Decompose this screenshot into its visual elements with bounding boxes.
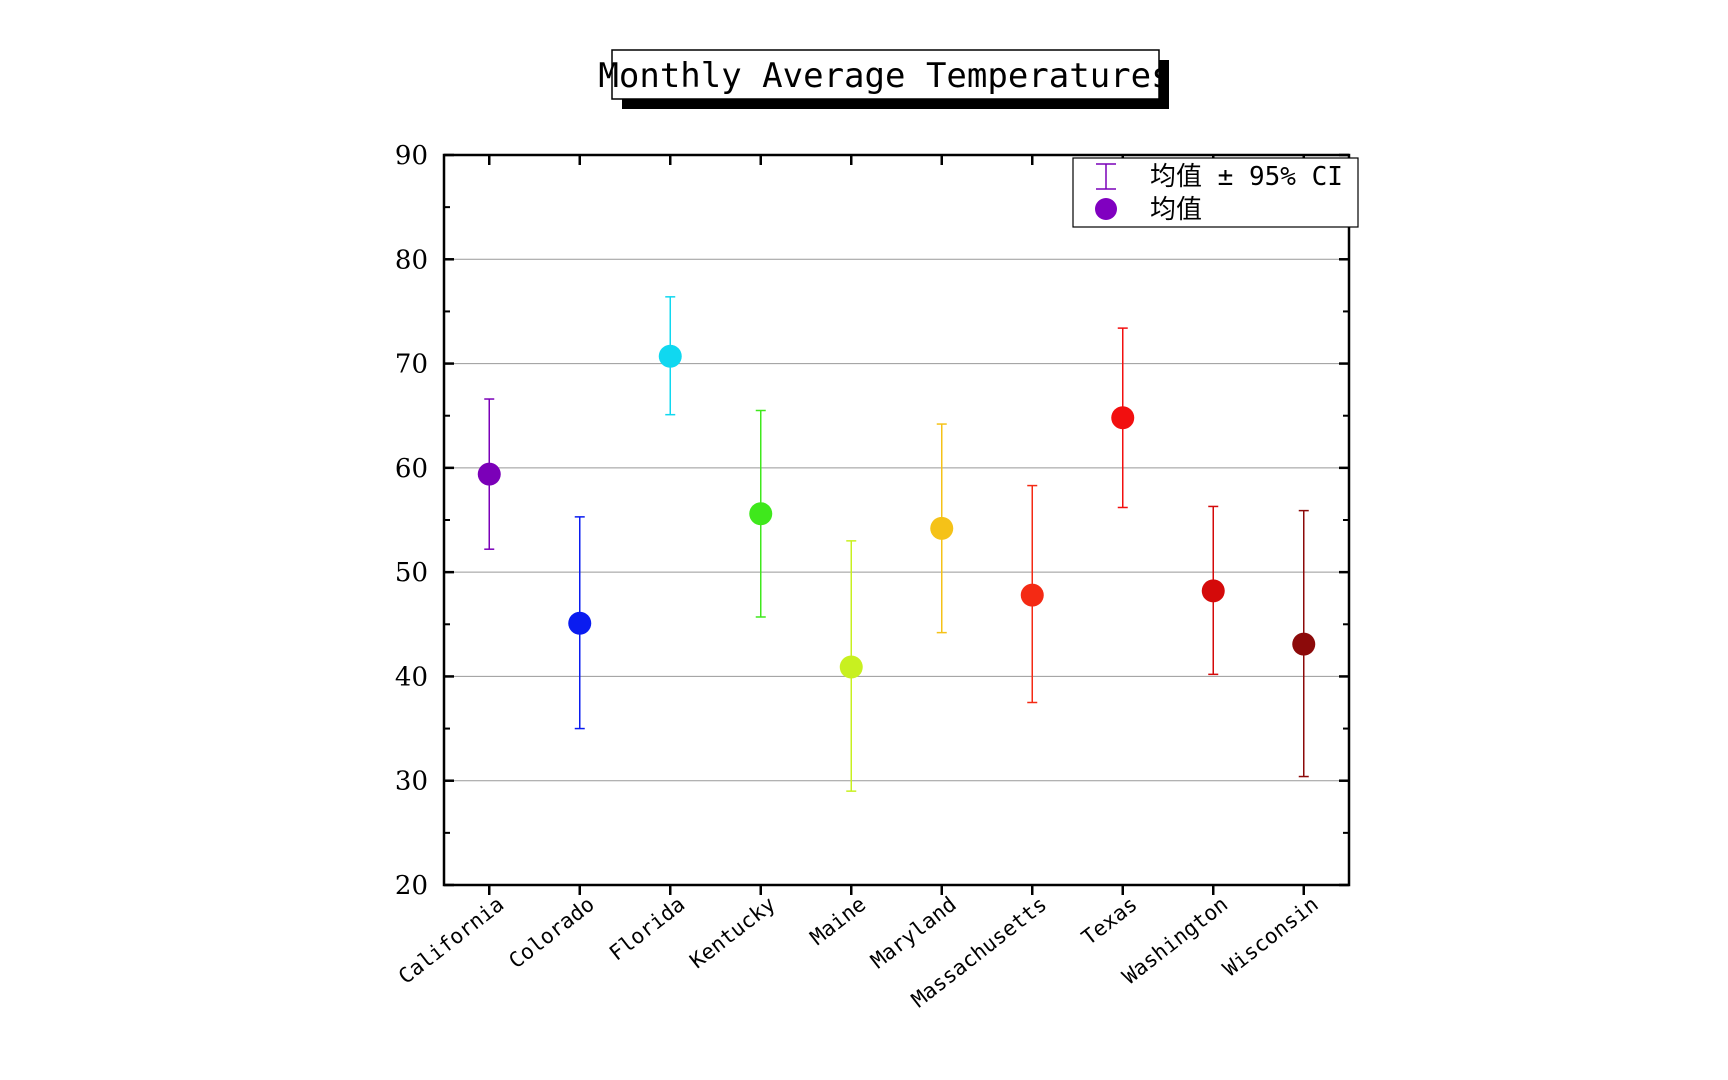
data-point-massachusetts xyxy=(1020,484,1044,704)
data-marks xyxy=(477,296,1316,792)
y-tick-labels: 20 30 40 50 60 70 80 90 xyxy=(395,141,428,901)
mean-marker xyxy=(658,344,682,368)
mean-marker xyxy=(930,516,954,540)
title-box xyxy=(611,49,1160,100)
x-tick-label: Maine xyxy=(806,892,871,950)
y-tick-label: 70 xyxy=(395,350,428,380)
x-tick-label: California xyxy=(394,892,508,989)
legend-mean-marker-icon xyxy=(1095,198,1117,220)
data-point-wisconsin xyxy=(1292,509,1316,778)
data-point-california xyxy=(477,398,501,550)
data-point-washington xyxy=(1201,505,1225,676)
y-tick-label: 60 xyxy=(395,454,428,484)
chart-title-group: Monthly Average Temperatures xyxy=(598,49,1172,109)
data-point-colorado xyxy=(568,516,592,730)
y-tick-label: 90 xyxy=(395,141,428,171)
mean-marker xyxy=(1111,406,1135,430)
data-point-kentucky xyxy=(749,409,773,618)
x-tick-label: Texas xyxy=(1077,892,1142,950)
x-tick-label: Colorado xyxy=(504,892,598,973)
mean-marker xyxy=(477,462,501,486)
mean-marker xyxy=(1292,632,1316,656)
data-point-texas xyxy=(1111,327,1135,509)
mean-marker xyxy=(1020,583,1044,607)
data-point-maryland xyxy=(930,423,954,634)
data-point-florida xyxy=(658,296,682,416)
y-tick-label: 80 xyxy=(395,245,428,275)
chart-title: Monthly Average Temperatures xyxy=(598,56,1171,96)
y-tick-label: 30 xyxy=(395,767,428,797)
legend: 均值 ± 95% CI 均值 xyxy=(1072,157,1359,228)
legend-label-mean: 均值 xyxy=(1150,195,1202,225)
mean-marker xyxy=(1201,579,1225,603)
mean-marker xyxy=(568,611,592,635)
y-tick-label: 50 xyxy=(395,558,428,588)
x-tick-label: Kentucky xyxy=(685,892,779,973)
grid-lines xyxy=(444,258,1349,782)
data-point-maine xyxy=(839,540,863,792)
plot-frame xyxy=(442,153,1351,887)
legend-label-ci: 均值 ± 95% CI xyxy=(1150,162,1343,192)
mean-marker xyxy=(839,655,863,679)
y-tick-label: 20 xyxy=(395,871,428,901)
legend-box xyxy=(1072,157,1359,228)
legend-errorbar-icon xyxy=(1096,163,1116,190)
mean-marker xyxy=(749,502,773,526)
x-tick-label: Florida xyxy=(605,892,690,965)
y-tick-label: 40 xyxy=(395,662,428,692)
x-tick-label: Wisconsin xyxy=(1218,892,1322,981)
